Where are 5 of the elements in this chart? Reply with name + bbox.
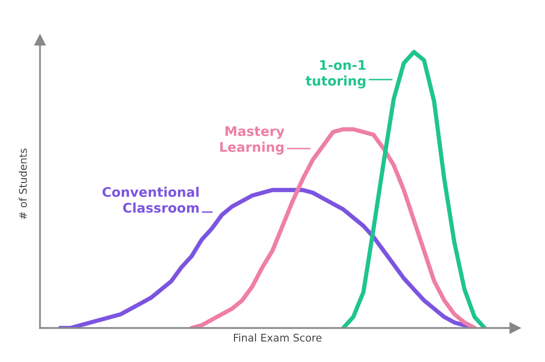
series-label: Conventional Classroom — [102, 186, 199, 213]
y-axis-title: # of Students — [18, 148, 27, 220]
legend-label: Mastery Learning — [220, 126, 284, 155]
x-axis-title: Final Exam Score — [234, 334, 322, 342]
legend-label: 1-on-1 tutoring — [306, 60, 366, 88]
